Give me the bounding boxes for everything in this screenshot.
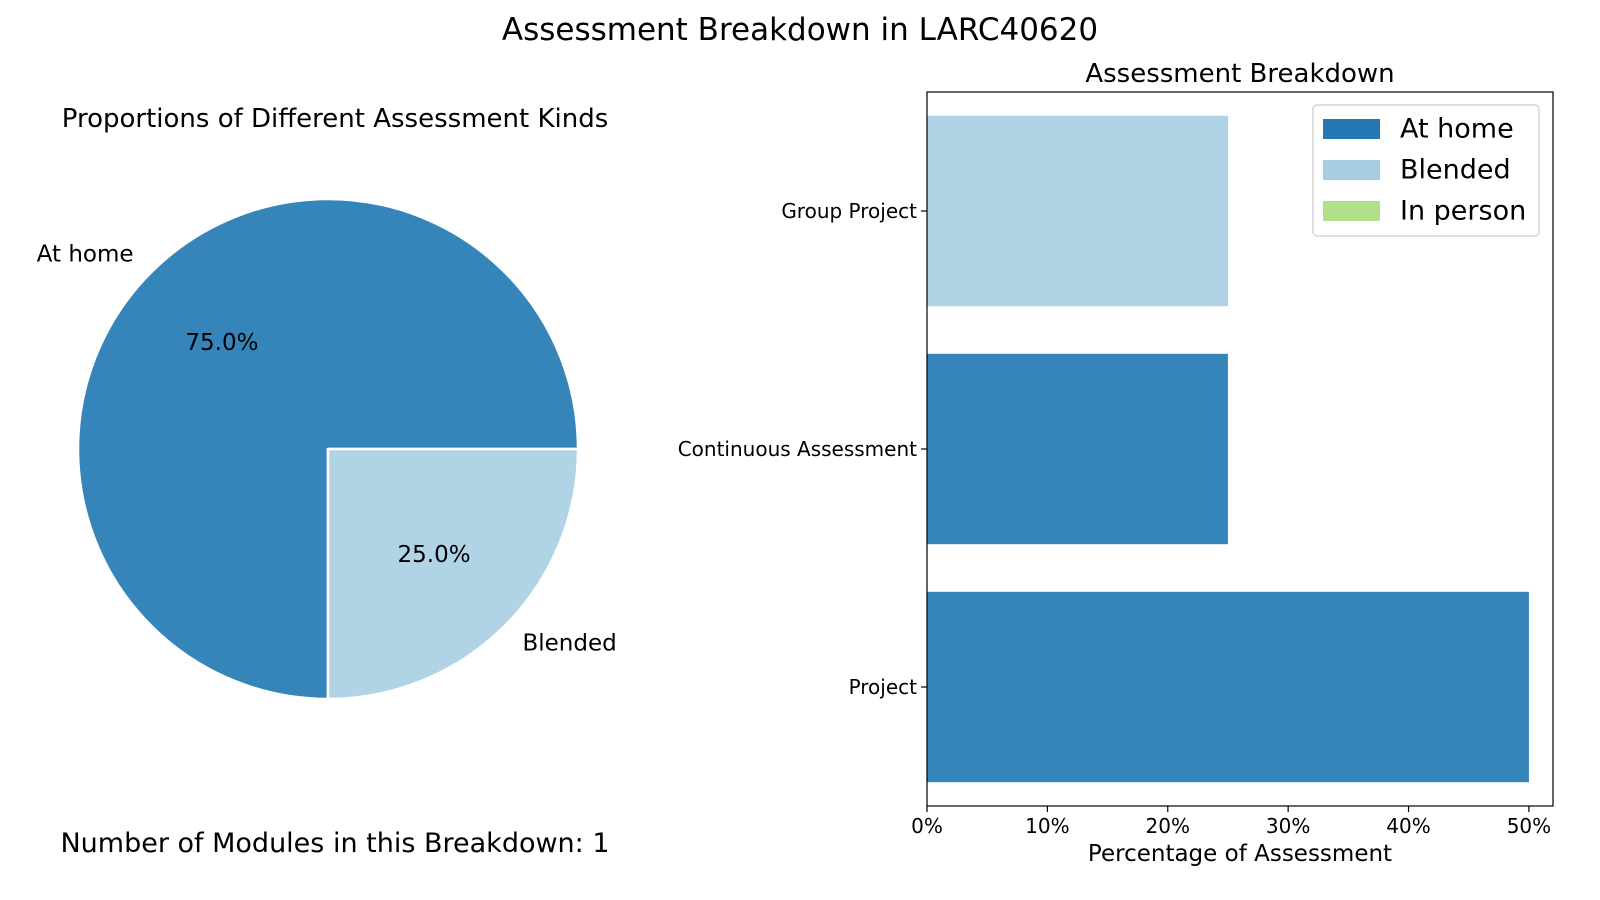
x-tick-label-5: 50% (1507, 814, 1551, 838)
legend-swatch-1 (1323, 160, 1380, 180)
bar-0-series-0 (927, 591, 1529, 783)
legend-label-2: In person (1400, 196, 1526, 227)
x-tick-label-2: 20% (1146, 814, 1190, 838)
bar-chart-title: Assessment Breakdown (1085, 59, 1394, 89)
bar-1-series-0 (927, 353, 1228, 545)
legend-label-0: At home (1400, 114, 1514, 145)
legend-swatch-0 (1323, 119, 1380, 139)
x-tick-label-1: 10% (1025, 814, 1069, 838)
pie-pct-label-1: 25.0% (398, 542, 471, 568)
figure-title: Assessment Breakdown in LARC40620 (501, 12, 1099, 48)
x-tick-label-4: 40% (1386, 814, 1430, 838)
modules-count-text: Number of Modules in this Breakdown: 1 (60, 828, 610, 859)
x-tick-label-3: 30% (1266, 814, 1310, 838)
bar-chart: Project Continuous Assessment Group Projec… (678, 59, 1554, 867)
x-tick-label-0: 0% (911, 814, 943, 838)
pie-chart-title: Proportions of Different Assessment Kind… (61, 104, 609, 134)
pie-slice-label-0: At home (37, 242, 134, 268)
bar-2-series-1 (927, 115, 1228, 307)
legend-swatch-2 (1323, 201, 1380, 221)
y-tick-label-0: Project (849, 675, 918, 699)
y-tick-label-1: Continuous Assessment (678, 437, 917, 461)
pie-pct-label-0: 75.0% (185, 330, 258, 356)
legend-label-1: Blended (1400, 155, 1511, 186)
pie-slice-1 (326, 447, 580, 701)
y-tick-label-2: Group Project (781, 199, 917, 223)
pie-slice-label-1: Blended (522, 630, 616, 656)
pie-chart: 75.0% At home 25.0% Blended (37, 197, 617, 701)
x-axis-label: Percentage of Assessment (1088, 841, 1392, 867)
